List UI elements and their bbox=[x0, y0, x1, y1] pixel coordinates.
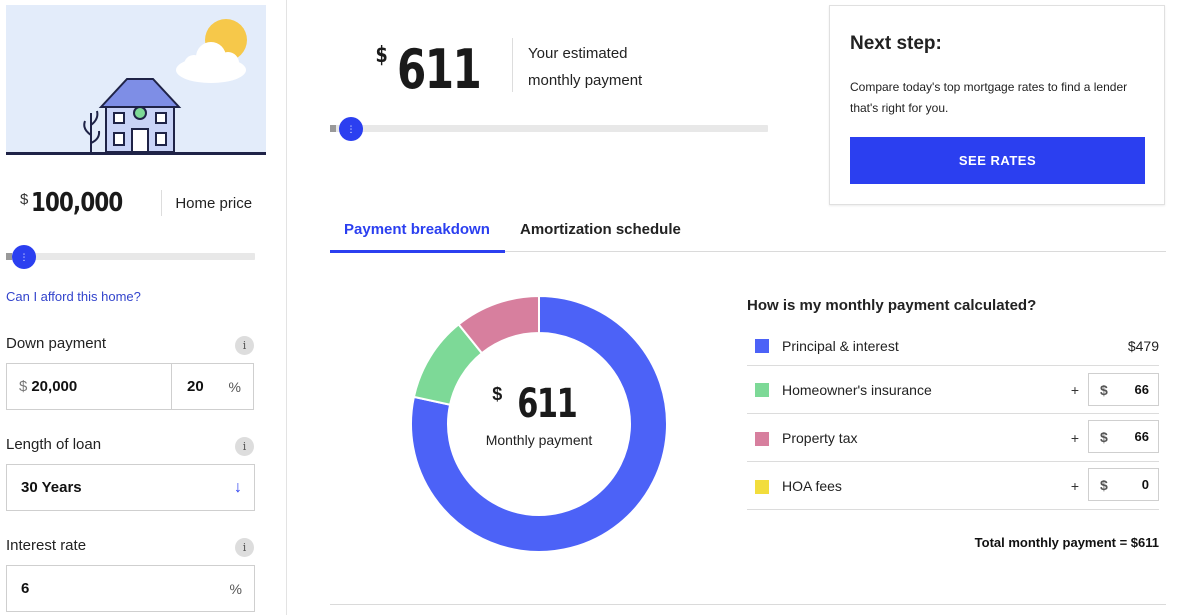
interest-rate-input[interactable]: 6 % bbox=[6, 565, 255, 612]
loan-length-select[interactable]: 30 Years ↓ bbox=[6, 464, 255, 511]
breakdown-tabs: Payment breakdown Amortization schedule bbox=[330, 210, 1166, 253]
donut-amount: 611 bbox=[517, 381, 578, 427]
insurance-currency: $ bbox=[1100, 381, 1108, 398]
total-monthly-payment: Total monthly payment = $611 bbox=[974, 535, 1159, 550]
property-tax-input[interactable]: $ 66 bbox=[1088, 420, 1159, 453]
estimate-divider bbox=[512, 38, 513, 92]
breakdown-row-insurance: Homeowner's insurance + $ 66 bbox=[747, 366, 1159, 414]
principal-swatch bbox=[755, 339, 769, 353]
hoa-currency: $ bbox=[1100, 476, 1108, 493]
slider-start-marker bbox=[6, 253, 12, 260]
breakdown-row-principal: Principal & interest $479 bbox=[747, 320, 1159, 366]
slider-start-marker bbox=[330, 125, 336, 132]
caption-line-1: Your estimated bbox=[528, 45, 628, 62]
hoa-value: 0 bbox=[1141, 477, 1149, 492]
hoa-label: HOA fees bbox=[782, 478, 842, 494]
estimated-payment-display: $ 611 bbox=[374, 38, 497, 101]
payment-donut-chart bbox=[410, 295, 668, 553]
down-payment-percent-input[interactable]: 20 % bbox=[171, 363, 254, 410]
info-icon[interactable]: i bbox=[235, 336, 254, 355]
slider-handle-icon[interactable]: ⋮ bbox=[339, 117, 363, 141]
donut-caption: Monthly payment bbox=[485, 432, 593, 448]
plus-sign: + bbox=[1070, 430, 1079, 446]
info-icon[interactable]: i bbox=[235, 437, 254, 456]
interest-rate-label: Interest rate bbox=[6, 537, 87, 554]
interest-rate-value: 6 bbox=[21, 580, 30, 597]
donut-segment-principal-interest bbox=[410, 295, 668, 553]
breakdown-title: How is my monthly payment calculated? bbox=[747, 297, 1037, 314]
donut-currency: $ bbox=[492, 384, 503, 404]
calculator-sidebar: $ 100,000 Home price ⋮ Can I afford this… bbox=[0, 0, 287, 615]
tab-payment-breakdown[interactable]: Payment breakdown bbox=[344, 221, 490, 238]
estimated-payment-currency: $ bbox=[375, 43, 388, 68]
breakdown-row-property-tax: Property tax + $ 66 bbox=[747, 414, 1159, 462]
info-icon[interactable]: i bbox=[235, 538, 254, 557]
down-payment-percent-value: 20 bbox=[187, 378, 204, 395]
property-tax-swatch bbox=[755, 432, 769, 446]
cloud-shape bbox=[176, 42, 246, 83]
caption-line-2: monthly payment bbox=[528, 72, 643, 89]
see-rates-button[interactable]: SEE RATES bbox=[850, 137, 1145, 184]
property-tax-label: Property tax bbox=[782, 430, 858, 446]
principal-label: Principal & interest bbox=[782, 338, 899, 354]
percent-symbol: % bbox=[229, 580, 242, 597]
donut-center-label: $ 611 Monthly payment bbox=[410, 380, 668, 448]
slider-handle-icon[interactable]: ⋮ bbox=[12, 245, 36, 269]
property-tax-value: 66 bbox=[1134, 429, 1149, 444]
insurance-input[interactable]: $ 66 bbox=[1088, 373, 1159, 406]
bottom-divider bbox=[330, 604, 1166, 605]
house-illustration bbox=[6, 5, 266, 155]
plus-sign: + bbox=[1070, 382, 1079, 398]
estimated-payment-amount: 611 bbox=[397, 38, 482, 101]
next-step-card: Next step: Compare today's top mortgage … bbox=[829, 5, 1165, 205]
home-price-currency: $ bbox=[20, 190, 29, 208]
house-illustration-svg bbox=[83, 19, 247, 152]
down-payment-currency: $ bbox=[19, 378, 28, 395]
plant-shape bbox=[83, 110, 101, 152]
percent-symbol: % bbox=[228, 378, 241, 395]
plus-sign: + bbox=[1070, 478, 1079, 494]
down-payment-amount-value: 20,000 bbox=[31, 378, 78, 395]
next-step-title: Next step: bbox=[850, 33, 942, 54]
loan-length-value: 30 Years bbox=[21, 479, 82, 496]
property-tax-currency: $ bbox=[1100, 428, 1108, 445]
estimated-payment-caption: Your estimated monthly payment bbox=[528, 40, 678, 94]
hoa-input[interactable]: $ 0 bbox=[1088, 468, 1159, 501]
insurance-swatch bbox=[755, 383, 769, 397]
insurance-value: 66 bbox=[1134, 382, 1149, 397]
insurance-label: Homeowner's insurance bbox=[782, 382, 932, 398]
principal-value: $479 bbox=[1127, 338, 1159, 354]
arrow-down-icon: ↓ bbox=[234, 478, 242, 496]
breakdown-row-hoa: HOA fees + $ 0 bbox=[747, 462, 1159, 510]
down-payment-label: Down payment bbox=[6, 335, 107, 352]
home-price-label: Home price bbox=[175, 194, 253, 212]
home-price-display: $ 100,000 Home price bbox=[20, 188, 252, 218]
tab-amortization-schedule[interactable]: Amortization schedule bbox=[520, 221, 681, 238]
active-tab-indicator bbox=[330, 250, 505, 253]
home-price-divider bbox=[161, 190, 163, 216]
home-price-slider[interactable]: ⋮ bbox=[6, 245, 255, 269]
house-shape bbox=[98, 78, 182, 152]
hoa-swatch bbox=[755, 480, 769, 494]
down-payment-amount-input[interactable]: $ 20,000 bbox=[6, 363, 172, 410]
loan-length-label: Length of loan bbox=[6, 436, 102, 453]
donut-segment-property-tax bbox=[457, 295, 540, 355]
monthly-payment-slider[interactable]: ⋮ bbox=[330, 117, 768, 141]
home-price-value[interactable]: 100,000 bbox=[31, 188, 123, 218]
next-step-description: Compare today's top mortgage rates to fi… bbox=[850, 80, 1128, 115]
afford-home-link[interactable]: Can I afford this home? bbox=[6, 289, 141, 304]
